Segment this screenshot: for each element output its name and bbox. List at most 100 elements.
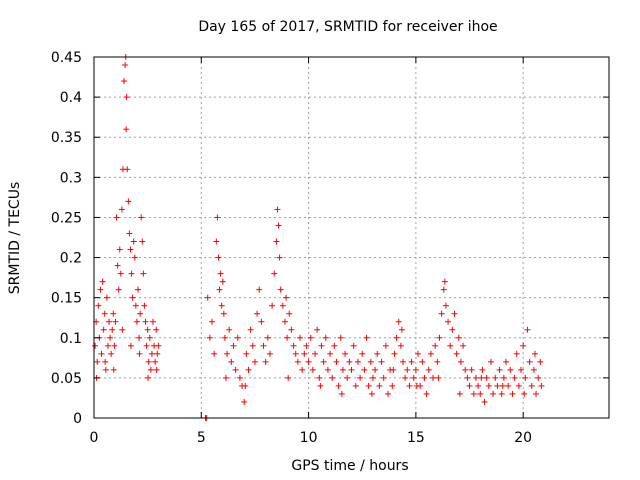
data-point: [472, 374, 479, 381]
data-point: [393, 334, 400, 341]
data-point: [528, 382, 535, 389]
data-point: [451, 310, 458, 317]
data-point: [441, 278, 448, 285]
data-point: [535, 374, 542, 381]
data-point: [92, 342, 99, 349]
data-point: [384, 390, 391, 397]
x-axis-label: GPS time / hours: [291, 458, 408, 474]
data-point: [335, 382, 342, 389]
data-point: [479, 366, 486, 373]
data-point: [427, 350, 434, 357]
data-point: [127, 246, 134, 253]
data-point: [533, 390, 540, 397]
axis-ticks: [93, 56, 609, 419]
x-tick-label: 0: [90, 430, 99, 446]
data-point: [209, 318, 216, 325]
data-point: [513, 350, 520, 357]
data-point: [297, 334, 303, 341]
data-point: [129, 294, 136, 301]
data-point: [382, 342, 389, 349]
data-point: [214, 214, 221, 221]
data-point: [357, 374, 364, 381]
data-point: [460, 342, 467, 349]
data-point: [243, 350, 250, 357]
data-point: [132, 302, 139, 309]
data-point: [136, 334, 143, 341]
data-point: [145, 358, 152, 365]
data-point: [124, 166, 131, 173]
data-point: [154, 350, 161, 357]
data-point: [98, 350, 105, 357]
data-point: [144, 326, 151, 333]
data-point: [425, 366, 432, 373]
data-point: [462, 366, 469, 373]
y-tick-label: 0.25: [51, 210, 82, 226]
data-point: [344, 374, 351, 381]
data-point: [404, 366, 411, 373]
data-point: [284, 334, 291, 341]
data-point: [318, 342, 325, 349]
data-point: [251, 358, 258, 365]
data-point: [520, 342, 527, 349]
data-point: [139, 238, 146, 245]
data-point: [518, 366, 525, 373]
data-point: [507, 366, 514, 373]
data-point: [499, 382, 506, 389]
data-point: [122, 62, 129, 69]
data-point: [352, 382, 359, 389]
y-tick-label: 0.3: [60, 170, 82, 186]
data-point: [324, 366, 331, 373]
data-point: [143, 342, 150, 349]
data-point: [400, 358, 406, 365]
data-point: [430, 374, 437, 381]
data-point: [434, 358, 441, 365]
data-point: [112, 318, 119, 325]
data-point: [415, 350, 422, 357]
data-point: [440, 286, 447, 293]
data-point: [271, 270, 278, 277]
data-point: [397, 342, 404, 349]
data-point: [224, 350, 231, 357]
data-point: [317, 382, 324, 389]
data-point: [303, 342, 310, 349]
data-point: [213, 238, 220, 245]
data-point: [391, 350, 398, 357]
data-point: [374, 350, 381, 357]
data-point: [216, 286, 223, 293]
data-point: [435, 374, 442, 381]
data-point: [109, 326, 116, 333]
data-point: [276, 254, 283, 261]
data-point: [307, 334, 314, 341]
data-point: [258, 318, 265, 325]
data-point: [354, 358, 361, 365]
plot-frame: [93, 56, 610, 419]
data-point: [505, 382, 512, 389]
data-point: [111, 342, 118, 349]
data-point: [365, 382, 372, 389]
data-point: [102, 358, 109, 365]
data-point: [281, 318, 288, 325]
data-point: [537, 358, 544, 365]
y-tick-label: 0.45: [51, 50, 82, 66]
data-point: [277, 286, 284, 293]
data-point: [530, 366, 537, 373]
data-point: [522, 374, 529, 381]
data-point: [509, 390, 516, 397]
data-point: [475, 382, 482, 389]
data-point: [481, 398, 488, 405]
data-point: [395, 318, 402, 325]
data-point: [445, 318, 452, 325]
data-point: [134, 286, 141, 293]
data-point: [339, 366, 346, 373]
data-point: [99, 278, 106, 285]
data-point: [368, 390, 375, 397]
data-point: [128, 270, 135, 277]
data-point: [114, 262, 121, 269]
data-point: [447, 342, 454, 349]
data-point: [419, 358, 426, 365]
data-point: [155, 342, 162, 349]
data-point: [363, 334, 370, 341]
x-tick-label: 15: [407, 430, 425, 446]
data-point: [110, 310, 117, 317]
